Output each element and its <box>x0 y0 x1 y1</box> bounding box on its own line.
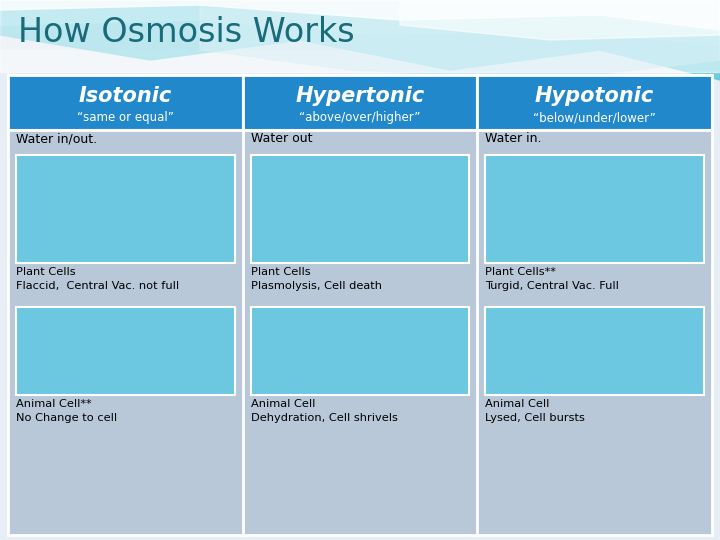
Polygon shape <box>0 0 720 45</box>
Text: Water in/out.: Water in/out. <box>16 132 97 145</box>
Text: Animal Cell**
No Change to cell: Animal Cell** No Change to cell <box>16 399 117 423</box>
Bar <box>8 75 712 535</box>
Bar <box>251 307 469 395</box>
Text: “same or equal”: “same or equal” <box>77 111 174 124</box>
Text: Plant Cells**
Turgid, Central Vac. Full: Plant Cells** Turgid, Central Vac. Full <box>485 267 619 291</box>
Text: “above/over/higher”: “above/over/higher” <box>300 111 420 124</box>
Text: Isotonic: Isotonic <box>78 86 172 106</box>
Text: Animal Cell
Dehydration, Cell shrivels: Animal Cell Dehydration, Cell shrivels <box>251 399 397 423</box>
Text: Animal Cell
Lysed, Cell bursts: Animal Cell Lysed, Cell bursts <box>485 399 585 423</box>
Text: Water out: Water out <box>251 132 312 145</box>
Bar <box>251 155 469 263</box>
Bar <box>8 75 243 130</box>
Text: “below/under/lower”: “below/under/lower” <box>534 111 656 124</box>
Bar <box>485 307 704 395</box>
Bar <box>8 75 712 535</box>
Bar <box>485 155 704 263</box>
Bar <box>16 155 235 263</box>
Text: Hypertonic: Hypertonic <box>295 86 425 106</box>
Bar <box>243 75 477 130</box>
Text: Plant Cells
Flaccid,  Central Vac. not full: Plant Cells Flaccid, Central Vac. not fu… <box>16 267 179 291</box>
Text: Hypotonic: Hypotonic <box>535 86 654 106</box>
Polygon shape <box>0 0 720 30</box>
Polygon shape <box>200 0 720 80</box>
Bar <box>0 0 720 72</box>
Text: How Osmosis Works: How Osmosis Works <box>18 16 355 49</box>
Text: Water in.: Water in. <box>485 132 542 145</box>
Polygon shape <box>0 0 720 80</box>
Bar <box>477 75 712 130</box>
Bar <box>16 307 235 395</box>
Polygon shape <box>400 0 720 40</box>
Text: Plant Cells
Plasmolysis, Cell death: Plant Cells Plasmolysis, Cell death <box>251 267 382 291</box>
